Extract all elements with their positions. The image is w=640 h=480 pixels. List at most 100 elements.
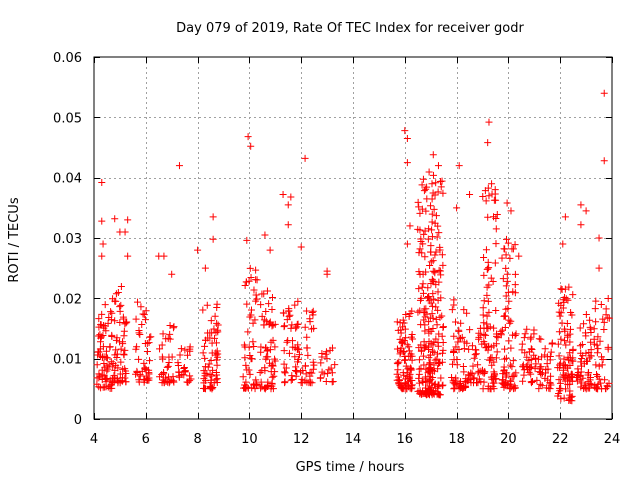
data-point [110, 378, 118, 386]
data-point [470, 374, 478, 382]
data-point [499, 275, 507, 283]
data-point [137, 303, 145, 311]
data-point [582, 207, 590, 215]
data-point [414, 198, 422, 206]
data-point [482, 343, 490, 351]
data-point [132, 345, 140, 353]
data-point [590, 335, 598, 343]
data-points [93, 89, 613, 405]
data-point [421, 227, 429, 235]
data-point [604, 314, 612, 322]
data-point [439, 261, 447, 269]
data-point [463, 309, 471, 317]
data-point [593, 349, 601, 357]
data-point [112, 290, 120, 298]
data-point [408, 377, 416, 385]
data-point [429, 171, 437, 179]
data-point [587, 346, 595, 354]
data-point [578, 340, 586, 348]
data-point [474, 369, 482, 377]
data-point [394, 366, 402, 374]
data-point [420, 352, 428, 360]
data-point [512, 330, 520, 338]
data-point [402, 385, 410, 393]
data-point [303, 307, 311, 315]
data-point [502, 369, 510, 377]
data-point [135, 378, 143, 386]
data-point [120, 351, 128, 359]
data-point [569, 291, 577, 299]
data-point [323, 355, 331, 363]
data-point [592, 297, 600, 305]
data-point [203, 301, 211, 309]
data-point [490, 342, 498, 350]
data-point [511, 270, 519, 278]
data-point [304, 351, 312, 359]
data-point [210, 325, 218, 333]
data-point [545, 384, 553, 392]
data-point [503, 270, 511, 278]
data-point [146, 333, 154, 341]
data-point [480, 271, 488, 279]
data-point [280, 347, 288, 355]
data-point [576, 373, 584, 381]
data-point [143, 348, 151, 356]
data-point [484, 213, 492, 221]
data-point [555, 328, 563, 336]
data-point [429, 151, 437, 159]
data-point [200, 379, 208, 387]
data-point [212, 351, 220, 359]
data-point [403, 134, 411, 142]
data-point [488, 190, 496, 198]
data-point [586, 379, 594, 387]
data-point [113, 353, 121, 361]
data-point [132, 370, 140, 378]
data-point [403, 381, 411, 389]
data-point [509, 245, 517, 253]
x-tick-labels: 4 6 8 10 12 14 16 18 20 22 24 [90, 432, 620, 447]
data-point [418, 205, 426, 213]
data-point [177, 345, 185, 353]
data-point [147, 333, 155, 341]
data-point [597, 379, 605, 387]
data-point [328, 344, 336, 352]
data-point [490, 379, 498, 387]
data-point [560, 298, 568, 306]
data-point [519, 361, 527, 369]
data-point [480, 330, 488, 338]
data-point [507, 207, 515, 215]
data-point [181, 346, 189, 354]
data-point [561, 337, 569, 345]
data-point [557, 309, 565, 317]
data-point [401, 127, 409, 135]
x-tick-label: 4 [90, 432, 98, 447]
data-point [541, 374, 549, 382]
data-point [279, 191, 287, 199]
data-point [393, 318, 401, 326]
data-point [599, 315, 607, 323]
data-point [425, 354, 433, 362]
data-point [211, 312, 219, 320]
data-point [113, 334, 121, 342]
data-point [560, 355, 568, 363]
data-point [466, 191, 474, 199]
data-point [546, 353, 554, 361]
data-point [212, 376, 220, 384]
data-point [424, 345, 432, 353]
data-point [400, 347, 408, 355]
data-point [533, 376, 541, 384]
data-point [249, 338, 257, 346]
data-point [426, 262, 434, 270]
data-point [281, 378, 289, 386]
data-point [247, 142, 255, 150]
data-point [567, 309, 575, 317]
data-point [135, 326, 143, 334]
data-point [268, 306, 276, 314]
data-point [426, 359, 434, 367]
data-point [541, 351, 549, 359]
data-point [453, 204, 461, 212]
data-point [415, 285, 423, 293]
data-point [567, 393, 575, 401]
data-point [417, 235, 425, 243]
